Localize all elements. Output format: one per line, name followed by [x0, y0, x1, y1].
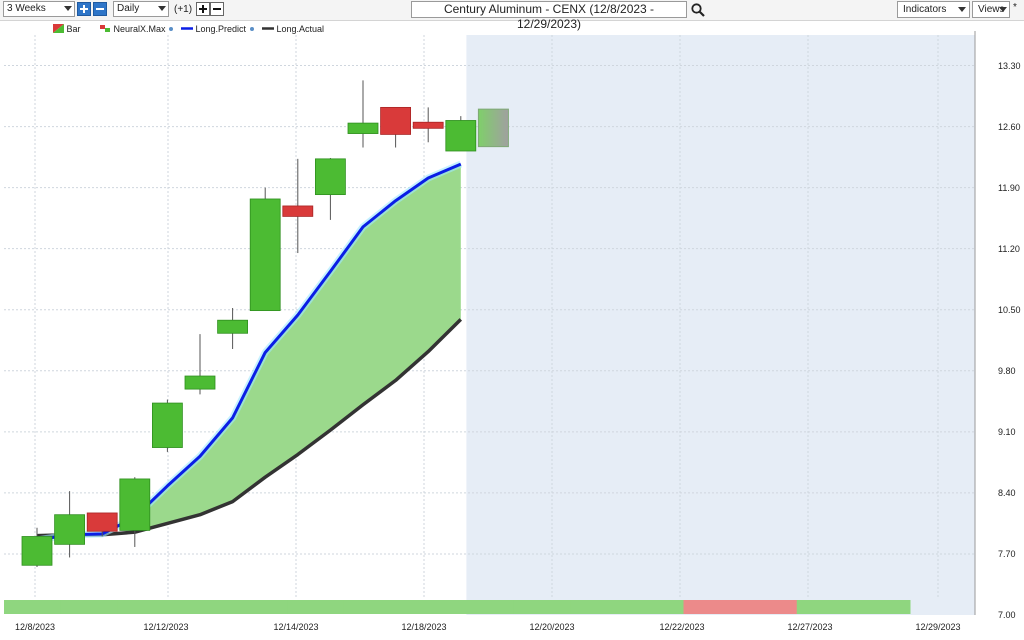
y-tick-label: 11.20: [998, 243, 1020, 254]
candle-body: [184, 375, 216, 390]
candle-body: [21, 536, 53, 566]
period-value: 3 Weeks: [7, 3, 46, 14]
legend-item-long-predict[interactable]: Long.Predict: [181, 24, 254, 34]
neuralx-segment: [60, 600, 118, 614]
y-tick-label: 9.10: [998, 426, 1016, 437]
legend-label: Bar: [66, 24, 81, 34]
legend-label: Long.Predict: [195, 24, 247, 34]
neuralx-segment: [457, 600, 515, 614]
legend-item-bar[interactable]: Bar: [53, 24, 81, 34]
interval-value: Daily: [117, 3, 140, 14]
offset-decrease-button[interactable]: [210, 2, 224, 16]
neuralx-segment: [513, 600, 571, 614]
x-tick-label: 12/29/2023: [915, 622, 961, 632]
neuralx-segment: [626, 600, 684, 614]
candle-body: [119, 478, 151, 531]
views-modified-marker: *: [1013, 2, 1017, 13]
info-dot-icon: [169, 27, 174, 31]
legend-label: NeuralX.Max: [113, 24, 166, 34]
x-tick-label: 12/22/2023: [659, 622, 705, 632]
views-label: Views: [978, 4, 1005, 15]
indicators-button[interactable]: Indicators: [897, 1, 970, 18]
x-tick-label: 12/20/2023: [529, 622, 575, 632]
offset-increase-button[interactable]: [196, 2, 210, 16]
neuralx-segment: [4, 600, 62, 614]
candle-body: [86, 512, 118, 532]
neuralx-segment: [570, 600, 628, 614]
y-tick-label: 7.00: [998, 610, 1016, 620]
symbol-title-text: Century Aluminum - CENX (12/8/2023 - 12/…: [443, 2, 655, 31]
neuralx-segment: [740, 600, 798, 614]
candle-body: [347, 122, 379, 134]
offset-label: (+1): [174, 4, 193, 15]
y-tick-label: 11.90: [998, 182, 1020, 193]
neuralx-segment: [853, 600, 911, 614]
x-tick-label: 12/18/2023: [401, 622, 447, 632]
predict-line-icon: [181, 27, 193, 30]
chevron-down-icon: [999, 7, 1007, 12]
chevron-down-icon: [958, 7, 966, 12]
actual-line-icon: [262, 27, 274, 30]
neuralx-segment: [117, 600, 175, 614]
x-tick-label: 12/8/2023: [14, 622, 56, 632]
forecast-region: [466, 35, 975, 615]
neuralx-segment: [173, 600, 231, 614]
chart-toolbar: 3 Weeks Daily (+1) Century Aluminum - CE…: [0, 0, 1024, 31]
info-dot-icon: [249, 27, 254, 31]
y-tick-label: 13.30: [998, 60, 1021, 71]
neuralx-segment: [683, 600, 741, 614]
legend-label: Long.Actual: [276, 24, 325, 34]
candle-body: [380, 106, 412, 135]
bar-legend-icon: [53, 24, 64, 33]
candle-body: [249, 198, 281, 312]
zoom-out-button[interactable]: [93, 2, 107, 16]
neuralx-legend-icon: [100, 25, 110, 32]
interval-select[interactable]: Daily: [113, 1, 169, 17]
chevron-down-icon: [64, 6, 72, 11]
period-select[interactable]: 3 Weeks: [3, 1, 75, 17]
chevron-down-icon: [158, 6, 166, 11]
indicators-label: Indicators: [903, 4, 947, 15]
legend-item-neuralx-max[interactable]: NeuralX.Max: [100, 24, 174, 34]
candle-body: [151, 402, 183, 448]
neuralx-segment: [287, 600, 345, 614]
legend-item-long-actual[interactable]: Long.Actual: [262, 24, 324, 34]
y-tick-label: 10.50: [998, 304, 1021, 315]
forecast-candle: [477, 108, 509, 148]
y-tick-label: 12.60: [998, 121, 1021, 132]
neuralx-segment: [230, 600, 288, 614]
x-tick-label: 12/12/2023: [143, 622, 189, 632]
candle-body: [282, 205, 314, 217]
neuralx-segment: [796, 600, 854, 614]
candle-body: [412, 121, 444, 129]
views-button[interactable]: Views: [972, 1, 1010, 18]
zoom-in-button[interactable]: [77, 2, 91, 16]
candle-body: [54, 514, 85, 545]
candle-body: [217, 319, 249, 334]
y-tick-label: 9.80: [998, 365, 1016, 376]
neuralx-segment: [343, 600, 401, 614]
y-tick-label: 7.70: [998, 548, 1016, 559]
candle-body: [445, 120, 477, 152]
neuralx-segment: [400, 600, 458, 614]
candle-body: [314, 158, 346, 196]
symbol-title[interactable]: Century Aluminum - CENX (12/8/2023 - 12/…: [411, 1, 687, 31]
x-tick-label: 12/14/2023: [273, 622, 319, 632]
search-icon[interactable]: [690, 2, 706, 18]
x-tick-label: 12/27/2023: [787, 622, 833, 632]
y-tick-label: 8.40: [998, 487, 1016, 498]
